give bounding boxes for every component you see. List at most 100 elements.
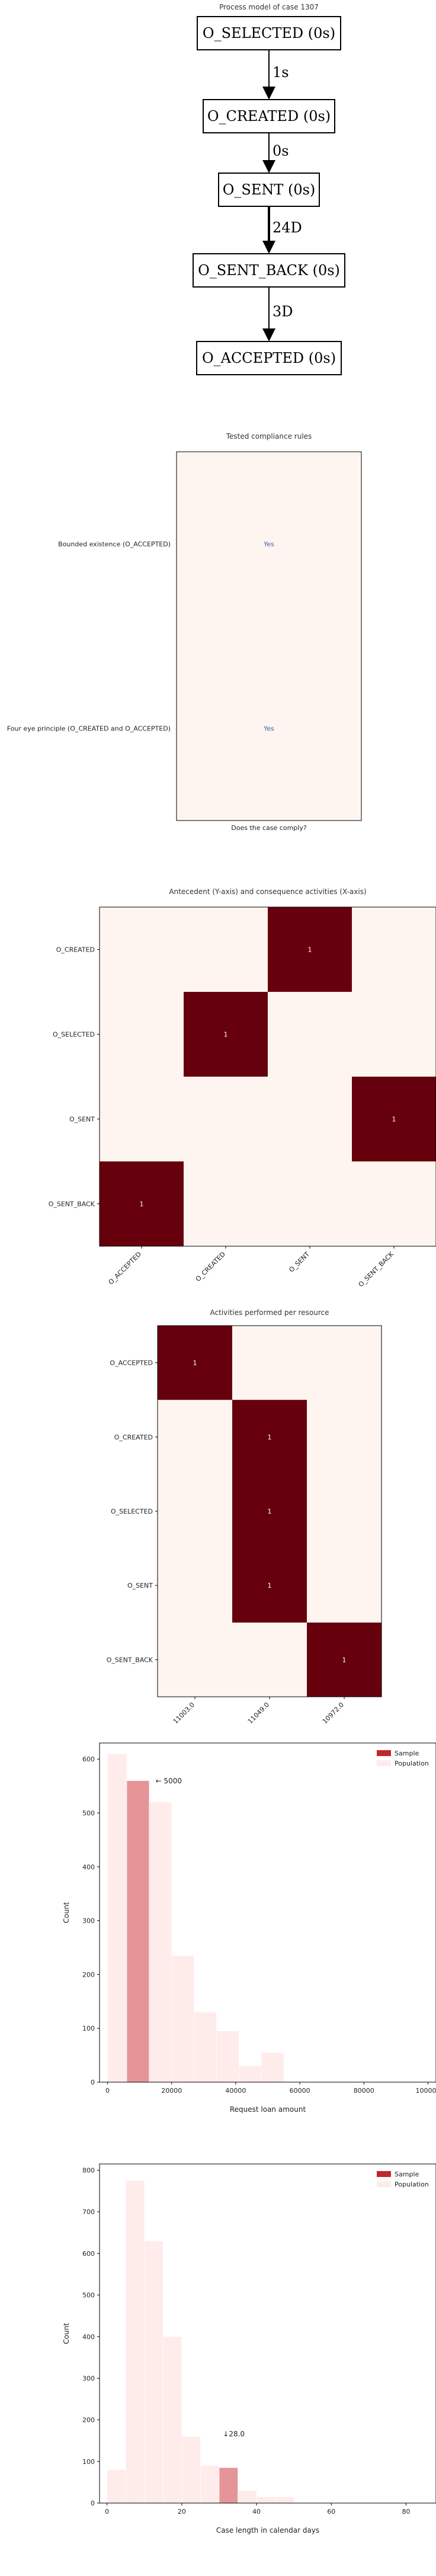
x-axis-label: Request loan amount (230, 2105, 306, 2114)
population-bar (126, 1780, 150, 2083)
population-bar (194, 2012, 217, 2083)
y-tick-label: 400 (82, 1863, 95, 1871)
heatmap-cell (158, 1400, 233, 1474)
population-bar (107, 2469, 126, 2504)
population-bar (261, 2052, 284, 2083)
node-box (197, 16, 341, 50)
heatmap-cell (158, 1622, 233, 1697)
heatmap-cell-value: 1 (392, 1116, 396, 1123)
heatmap-cell (232, 1400, 307, 1474)
x-tick-label: 11003.0 (172, 1701, 196, 1725)
table-cell-value: Yes (263, 541, 274, 548)
process-node: O_SENT (0s) (218, 173, 320, 207)
heatmap-cell (352, 1077, 436, 1162)
y-tick-label: 800 (82, 2167, 95, 2175)
case-length-histogram-panel: 0 20 40 60 80 0 100 200 300 400 500 600 700 800 Case l… (0, 2152, 436, 2574)
x-tick-label: 80 (402, 2508, 411, 2516)
population-bar (216, 2031, 239, 2083)
heatmap-cell-value: 1 (308, 946, 312, 954)
x-tick-label: 0 (105, 2087, 110, 2095)
edge-arrowhead (262, 328, 275, 341)
heatmap-cell (232, 1622, 307, 1697)
edge-label: 3D (272, 303, 293, 320)
legend-swatch (377, 1750, 391, 1756)
y-tick-label: 200 (82, 1971, 95, 1978)
x-tick-label: 20000 (161, 2087, 182, 2095)
node-label: O_SENT (0s) (223, 181, 316, 198)
y-tick-label: 500 (82, 2291, 95, 2299)
compliance-rules-panel: Tested compliance rules Bounded existence… (0, 415, 436, 842)
y-axis-label: Count (62, 2323, 70, 2344)
population-bar (149, 1802, 172, 2083)
heatmap-title: Activities performed per resource (210, 1308, 329, 1317)
population-bar (163, 2336, 182, 2504)
heatmap-cell (307, 1474, 382, 1549)
annotation-label: ← 5000 (156, 1777, 182, 1785)
y-tick-label: 300 (82, 2374, 95, 2382)
heatmap-cell-value: 1 (268, 1582, 272, 1589)
y-tick-label: 100 (82, 2458, 95, 2466)
legend-swatch (377, 2181, 391, 2187)
y-tick-label: 300 (82, 1917, 95, 1925)
heatmap-cell (158, 1548, 233, 1623)
y-tick-label: O_CREATED (56, 946, 95, 954)
x-tick-label: 60000 (290, 2087, 310, 2095)
resource-heatmap: Activities performed per resource 1 1 1 1 1 O_… (107, 1308, 382, 1725)
heatmap-cell (268, 1077, 352, 1162)
table-row-label: Bounded existence (O_ACCEPTED) (58, 541, 171, 548)
legend-label: Sample (395, 1750, 419, 1757)
heatmap-cell (352, 907, 436, 992)
y-tick-label: O_SELECTED (53, 1031, 95, 1039)
population-bar (125, 2180, 145, 2504)
x-tick-label: 80000 (354, 2087, 374, 2095)
heatmap-cell (158, 1474, 233, 1549)
x-tick-label: O_SENT (287, 1250, 311, 1274)
edge-arrowhead (262, 160, 275, 173)
plot-frame (99, 1742, 436, 2083)
x-axis-label: Case length in calendar days (216, 2526, 319, 2534)
antecedent-heatmap-panel: Antecedent (Y-axis) and consequence acti… (0, 842, 436, 1310)
process-model-diagram: Process model of case 1307 O_SELECTED (0s… (193, 3, 345, 375)
heatmap-cell-value: 1 (224, 1031, 228, 1039)
heatmap-title: Antecedent (Y-axis) and consequence acti… (169, 888, 366, 896)
heatmap-cell (158, 1326, 233, 1400)
heatmap-cell (100, 1077, 184, 1162)
heatmap-cell (352, 1161, 436, 1247)
y-tick-label: O_SELECTED (111, 1508, 153, 1515)
heatmap-cell (268, 907, 352, 992)
heatmap-cell (232, 1548, 307, 1623)
table-row-label: Four eye principle (O_CREATED and O_ACCE… (7, 725, 171, 733)
heatmap-cell-value: 1 (268, 1508, 272, 1515)
process-node: O_SENT_BACK (0s) (193, 253, 345, 288)
x-tick-label: 60 (327, 2508, 335, 2516)
node-box (196, 341, 342, 375)
y-tick-label: 500 (82, 1809, 95, 1817)
heatmap-cell (184, 907, 268, 992)
table-cell-value: Yes (263, 725, 274, 733)
heatmap-cell (184, 992, 268, 1077)
heatmap-cell (307, 1400, 382, 1474)
edge-arrowhead (262, 87, 275, 100)
heatmap-cell (307, 1622, 382, 1697)
heatmap-cell (268, 1161, 352, 1247)
population-bar (181, 2436, 201, 2504)
heatmap-cell (352, 992, 436, 1077)
heatmap-cell (307, 1548, 382, 1623)
annotation-label: ↓28.0 (223, 2430, 245, 2438)
diagram-title: Process model of case 1307 (219, 3, 319, 11)
edge-label: 1s (272, 64, 289, 81)
legend-swatch (377, 2171, 391, 2177)
y-tick-label: O_CREATED (114, 1434, 153, 1441)
y-tick-label: O_SENT_BACK (49, 1201, 95, 1208)
legend-label: Population (395, 1760, 429, 1767)
node-label: O_SENT_BACK (0s) (198, 262, 340, 279)
population-bar (275, 2497, 294, 2504)
y-tick-label: 0 (91, 2079, 95, 2086)
population-bar (238, 2490, 257, 2504)
edge-label: 24D (272, 219, 302, 236)
y-tick-label: 600 (82, 2250, 95, 2258)
table-cell-bg (176, 451, 362, 821)
heatmap-cell (232, 1474, 307, 1549)
